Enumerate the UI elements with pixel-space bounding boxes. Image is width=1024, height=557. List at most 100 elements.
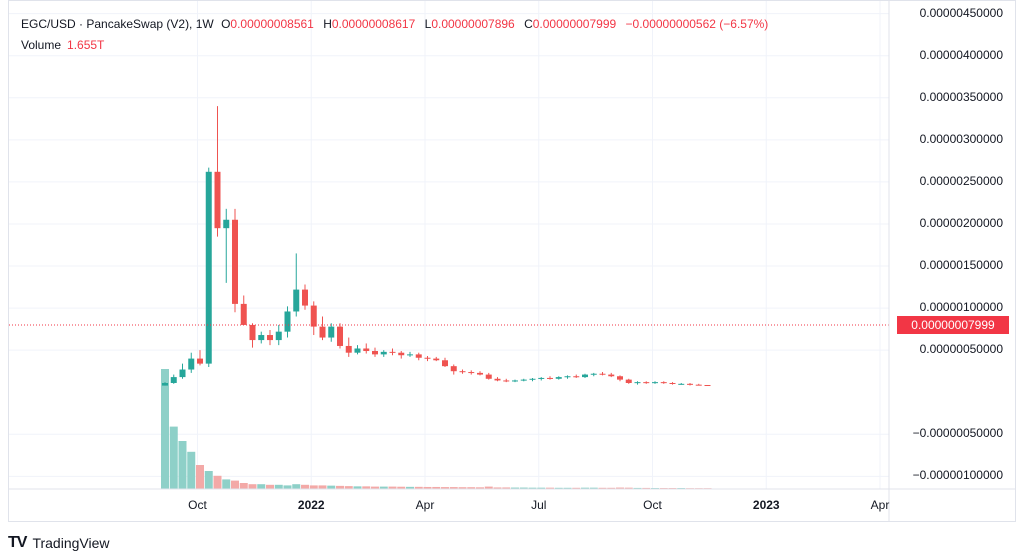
volume-bar bbox=[441, 487, 449, 489]
candle-body bbox=[634, 382, 641, 384]
volume-bar bbox=[624, 487, 633, 489]
price-tick-label: −0.00000050000 bbox=[912, 426, 1003, 441]
volume-bar bbox=[353, 486, 362, 489]
legend-volume-value: 1.655T bbox=[67, 38, 105, 52]
volume-bar bbox=[169, 426, 178, 489]
candle-body bbox=[582, 374, 588, 378]
volume-bar bbox=[327, 485, 336, 489]
price-tick-label: 0.00000100000 bbox=[919, 300, 1003, 315]
legend-low-key: L bbox=[424, 17, 432, 31]
volume-bar bbox=[581, 487, 589, 489]
volume-bar bbox=[458, 487, 467, 489]
legend-close: 0.00000007999 bbox=[532, 17, 617, 31]
volume-bar bbox=[371, 486, 379, 489]
candle-body bbox=[345, 345, 352, 353]
legend-volume-key: Volume bbox=[21, 38, 62, 52]
candle-body bbox=[617, 376, 623, 380]
volume-bar bbox=[406, 486, 414, 489]
candle-body bbox=[547, 377, 553, 379]
volume-bar bbox=[362, 486, 371, 489]
candle-body bbox=[354, 348, 361, 353]
candle-body bbox=[380, 351, 387, 355]
volume-bar bbox=[598, 487, 607, 489]
volume-bar bbox=[484, 486, 493, 489]
volume-bar bbox=[248, 484, 257, 489]
volume-bar bbox=[187, 451, 196, 489]
candle-body bbox=[468, 372, 475, 374]
candle-body bbox=[590, 373, 597, 375]
candle-body bbox=[512, 380, 518, 382]
legend-open-key: O bbox=[221, 17, 231, 31]
price-tick-label: 0.00000250000 bbox=[919, 173, 1003, 188]
price-tick-label: 0.00000050000 bbox=[919, 342, 1003, 357]
legend-ohlc: EGC/USD · PancakeSwap (V2), 1W O0.000000… bbox=[21, 16, 774, 32]
volume-bar bbox=[633, 487, 642, 489]
candle-body bbox=[249, 324, 256, 341]
candle-body bbox=[520, 379, 527, 381]
candle-body bbox=[704, 385, 711, 387]
candle-body bbox=[652, 382, 658, 384]
volume-bars bbox=[161, 369, 712, 489]
volume-bar bbox=[161, 369, 169, 489]
candle-body bbox=[538, 377, 545, 379]
candle-body bbox=[284, 311, 291, 332]
volume-bar bbox=[213, 475, 222, 489]
price-tick-label: 0.00000450000 bbox=[919, 5, 1003, 20]
time-tick-label: Oct bbox=[188, 498, 207, 512]
volume-bar bbox=[572, 487, 581, 489]
candle-body bbox=[275, 331, 282, 341]
volume-bar bbox=[318, 485, 327, 489]
volume-bar bbox=[467, 487, 476, 489]
candle-body bbox=[459, 371, 466, 373]
volume-bar bbox=[423, 486, 432, 489]
volume-bar bbox=[528, 487, 537, 489]
legend-close-key: C bbox=[524, 17, 533, 31]
footer[interactable]: TV TradingView bbox=[8, 534, 110, 552]
candle-body bbox=[319, 326, 326, 338]
time-tick-label: Oct bbox=[643, 498, 662, 512]
candle-body bbox=[162, 382, 168, 386]
volume-bar bbox=[546, 487, 554, 489]
candle-body bbox=[328, 326, 335, 338]
volume-bar bbox=[344, 486, 353, 489]
candle-body bbox=[450, 366, 457, 372]
candle-body bbox=[608, 374, 615, 377]
candle-body bbox=[240, 303, 247, 325]
volume-bar bbox=[554, 487, 563, 489]
volume-bar bbox=[589, 487, 598, 489]
volume-bar bbox=[414, 486, 423, 489]
price-tick-label: 0.00000350000 bbox=[919, 89, 1003, 104]
candle-body bbox=[389, 351, 396, 353]
candle-body bbox=[573, 376, 580, 378]
candle-body bbox=[529, 378, 536, 380]
candle-body bbox=[415, 354, 422, 358]
volume-bar bbox=[642, 487, 651, 489]
candle-body bbox=[372, 351, 378, 355]
volume-bar bbox=[607, 487, 616, 489]
legend-volume: Volume 1.655T bbox=[21, 37, 104, 53]
candle-body bbox=[170, 377, 177, 383]
candle-body bbox=[214, 171, 221, 229]
candle-body bbox=[293, 289, 300, 312]
volume-bar bbox=[432, 486, 441, 489]
volume-bar bbox=[239, 483, 248, 489]
candle-body bbox=[433, 358, 440, 361]
volume-bar bbox=[222, 479, 231, 489]
grid bbox=[9, 1, 889, 489]
candle-body bbox=[660, 382, 667, 384]
volume-bar bbox=[476, 487, 484, 489]
time-tick-label: Jul bbox=[531, 498, 547, 512]
candle-body bbox=[398, 352, 405, 356]
price-tick-label: 0.00000300000 bbox=[919, 131, 1003, 146]
candle-body bbox=[407, 354, 413, 356]
candle-body bbox=[555, 377, 562, 379]
tradingview-logo-icon: TV bbox=[8, 534, 27, 551]
candle-body bbox=[669, 382, 676, 384]
candle-body bbox=[267, 335, 273, 341]
volume-bar bbox=[511, 487, 519, 489]
candlestick-chart[interactable] bbox=[9, 1, 1016, 522]
time-tick-label: 2023 bbox=[752, 498, 780, 512]
volume-bar bbox=[257, 484, 266, 489]
candle-body bbox=[599, 373, 606, 375]
chart-frame[interactable]: EGC/USD · PancakeSwap (V2), 1W O0.000000… bbox=[8, 0, 1016, 522]
